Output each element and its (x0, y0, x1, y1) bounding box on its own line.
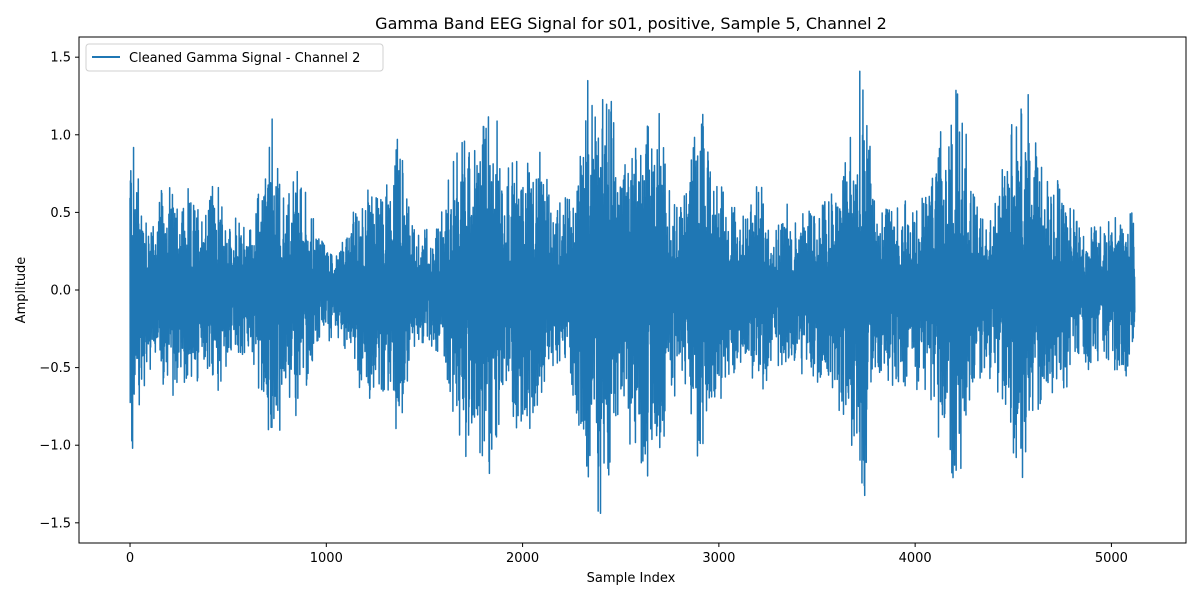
x-axis-label: Sample Index (587, 571, 676, 586)
x-tick-label: 2000 (506, 551, 539, 566)
y-axis-label: Amplitude (14, 257, 29, 324)
x-tick-label: 3000 (702, 551, 735, 566)
x-tick-label: 0 (126, 551, 134, 566)
y-tick-label: 1.5 (50, 51, 71, 66)
y-tick-label: 1.0 (50, 128, 71, 143)
y-tick-label: 0.0 (50, 284, 71, 299)
series-line-cleaned-gamma-signal (130, 71, 1135, 513)
x-tick-label: 5000 (1095, 551, 1128, 566)
series-layer (130, 71, 1135, 513)
legend-entry-label: Cleaned Gamma Signal - Channel 2 (129, 51, 360, 66)
chart-title: Gamma Band EEG Signal for s01, positive,… (375, 14, 887, 33)
legend: Cleaned Gamma Signal - Channel 2 (86, 44, 383, 71)
y-axis: −1.5 −1.0 −0.5 0.0 0.5 1.0 1.5 (39, 51, 79, 532)
x-tick-label: 1000 (310, 551, 343, 566)
y-tick-label: −0.5 (39, 361, 71, 376)
x-axis: 0 1000 2000 3000 4000 5000 (126, 543, 1128, 566)
y-tick-label: 0.5 (50, 206, 71, 221)
x-tick-label: 4000 (899, 551, 932, 566)
y-tick-label: −1.0 (39, 439, 71, 454)
y-tick-label: −1.5 (39, 516, 71, 531)
